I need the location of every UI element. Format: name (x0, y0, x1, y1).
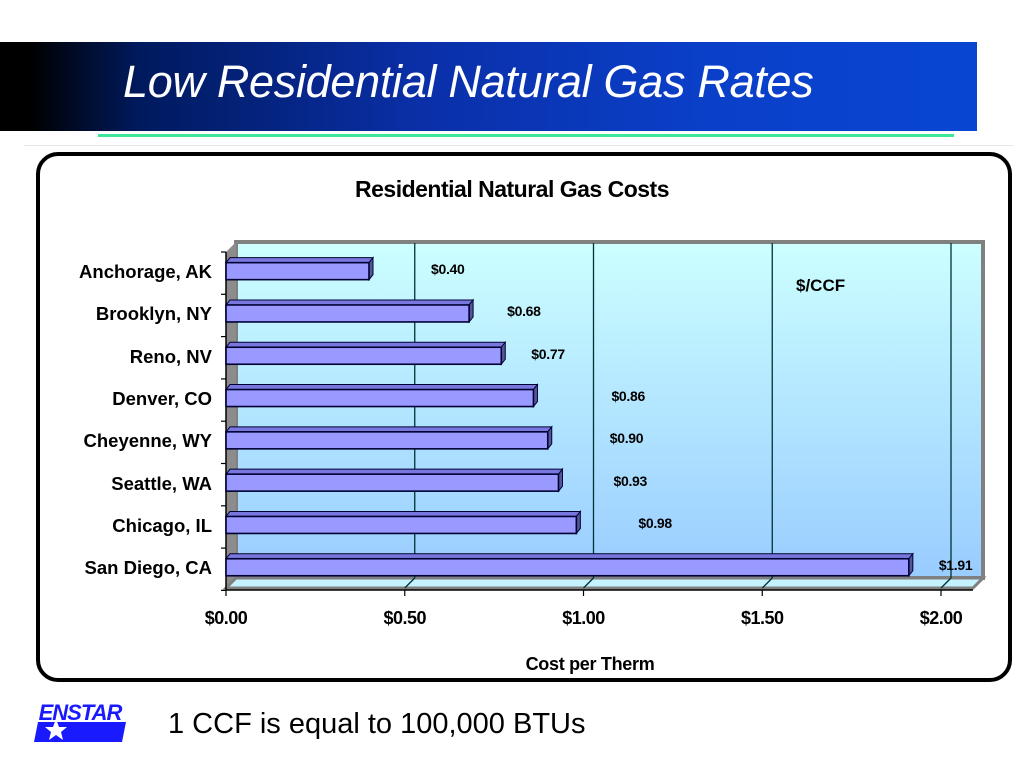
bar (224, 510, 582, 535)
bar (224, 298, 475, 324)
logo-banner-shape (34, 722, 126, 742)
axis-ticks (221, 251, 942, 596)
category-label: Reno, NV (129, 345, 212, 367)
bar (224, 467, 564, 493)
unit-annotation: $/CCF (796, 276, 846, 295)
floor-gridline (583, 577, 594, 589)
footnote: 1 CCF is equal to 100,000 BTUs (168, 708, 586, 740)
category-label: Denver, CO (112, 388, 212, 410)
title-band (0, 42, 977, 131)
floor-gridline (940, 577, 952, 589)
enstar-logo: ENSTAR (34, 700, 126, 742)
x-tick-label: $1.00 (562, 608, 605, 628)
category-label: San Diego, CA (84, 557, 212, 579)
data-value-label: $0.93 (613, 472, 648, 489)
category-label: Chicago, IL (112, 514, 212, 536)
floor-gridline (761, 577, 773, 589)
bar (224, 425, 553, 451)
slide-title: Low Residential Natural Gas Rates (123, 56, 814, 107)
star-icon (45, 719, 67, 740)
x-tick-label: $0.00 (204, 608, 248, 628)
plot-floor (222, 576, 987, 590)
data-value-label: $0.40 (431, 261, 465, 278)
divider (24, 145, 1014, 146)
title-underline (98, 134, 954, 137)
x-tick-label: $0.50 (383, 608, 427, 628)
category-label: Anchorage, AK (79, 261, 212, 283)
plot-side-wall (226, 242, 236, 588)
floor-gridline (404, 577, 416, 589)
category-label: Cheyenne, WY (83, 430, 213, 452)
chart-title: Residential Natural Gas Costs (355, 176, 670, 202)
bar (224, 383, 539, 408)
category-label: Seattle, WA (111, 472, 212, 494)
category-label: Brooklyn, NY (95, 303, 212, 325)
data-value-label: $0.86 (611, 388, 645, 405)
data-value-label: $0.90 (609, 430, 644, 447)
logo-text: ENSTAR (39, 700, 123, 725)
x-tick-label: $1.50 (740, 608, 784, 628)
data-value-label: $1.91 (938, 557, 973, 574)
bar (224, 340, 507, 366)
data-value-label: $0.68 (507, 303, 541, 320)
data-value-label: $0.98 (638, 514, 672, 531)
x-axis-title: Cost per Therm (525, 654, 655, 674)
page-number-mark (972, 705, 990, 725)
bar (224, 552, 914, 578)
bars (224, 256, 914, 578)
x-tick-label: $2.00 (919, 608, 963, 628)
bar (224, 256, 375, 282)
data-value-label: $0.77 (531, 345, 565, 362)
